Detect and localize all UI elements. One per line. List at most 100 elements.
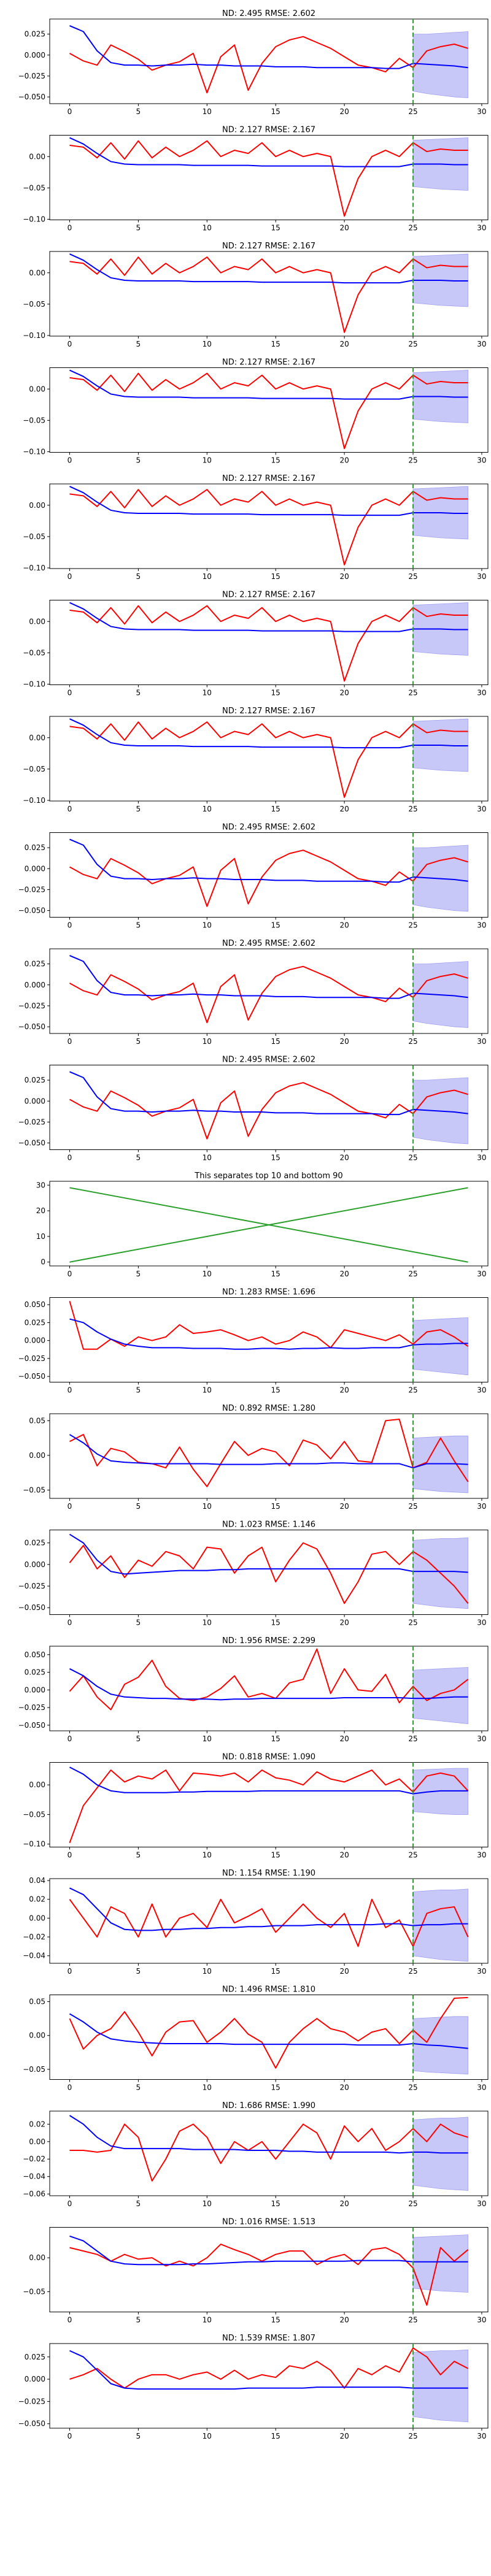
target-series-line [69,489,468,565]
prediction-interval-band [412,2234,468,2293]
subplot: ND: 2.495 RMSE: 2.602 0 5 10 15 20 25 30 −0.050 −… [18,1056,489,1162]
x-tick-label: 0 [68,1386,72,1395]
x-tick-label: 30 [477,2199,486,2208]
y-tick-label: −0.050 [18,1139,45,1148]
x-tick-label: 0 [68,2316,72,2325]
y-tick-label: −0.05 [23,183,45,192]
x-tick-label: 25 [408,340,417,348]
subplot-title: ND: 2.127 RMSE: 2.167 [222,242,315,251]
x-tick-label: 0 [68,224,72,232]
forecast-series-line [69,253,468,284]
subplot-title: ND: 2.127 RMSE: 2.167 [222,358,315,367]
x-tick-label: 5 [136,224,141,232]
subplot: ND: 1.283 RMSE: 1.696 0 5 10 15 20 25 30 −0.050 −… [18,1288,489,1395]
x-tick-label: 20 [339,2199,349,2208]
subplot: ND: 2.495 RMSE: 2.602 0 5 10 15 20 25 30 −0.050 −… [18,823,489,930]
x-tick-label: 30 [477,1270,486,1278]
x-tick-label: 25 [408,1154,417,1162]
x-tick-label: 30 [477,2083,486,2092]
forecast-series-line [69,718,468,749]
subplot-title: ND: 1.496 RMSE: 1.810 [222,1985,315,1995]
x-tick-label: 10 [203,224,212,232]
x-tick-label: 15 [271,805,280,813]
x-tick-label: 0 [68,456,72,465]
x-tick-label: 30 [477,224,486,232]
forecast-series-line [69,2013,468,2049]
y-tick-label: 0.050 [25,1300,45,1309]
forecast-series-line [69,2350,468,2390]
forecast-series-line [69,2115,468,2154]
x-tick-label: 25 [408,1619,417,1627]
y-tick-label: 0.04 [29,1876,45,1885]
y-tick-label: −0.10 [23,796,45,805]
target-series-line [69,1996,468,2069]
y-tick-label: −0.02 [23,1933,45,1941]
y-tick-label: −0.05 [23,1485,45,1494]
x-tick-label: 15 [271,224,280,232]
x-tick-label: 25 [408,1502,417,1511]
x-tick-label: 0 [68,1270,72,1278]
x-tick-label: 0 [68,2199,72,2208]
subplot: ND: 2.127 RMSE: 2.167 0 5 10 15 20 25 30 −0.10 −0… [23,358,489,465]
y-tick-label: 0.05 [29,1416,45,1425]
subplot-title: ND: 1.154 RMSE: 1.190 [222,1869,315,1878]
y-tick-label: −0.050 [18,1721,45,1730]
y-tick-label: 0.025 [25,960,45,968]
x-tick-label: 15 [271,1851,280,1860]
x-tick-label: 15 [271,1154,280,1162]
target-series-line [69,1769,469,1844]
y-tick-label: 0.025 [25,1076,45,1084]
prediction-interval-band [412,1317,468,1376]
y-tick-label: −0.05 [23,2287,45,2296]
y-tick-label: −0.05 [23,416,45,424]
y-tick-label: −0.025 [18,1703,45,1712]
y-tick-label: −0.025 [18,2397,45,2405]
x-tick-label: 20 [339,1154,349,1162]
x-tick-label: 0 [68,921,72,930]
y-tick-label: −0.10 [23,680,45,688]
y-tick-label: −0.050 [18,2420,45,2428]
x-tick-label: 30 [477,1619,486,1627]
y-tick-label: −0.10 [23,215,45,223]
x-tick-label: 15 [271,572,280,581]
subplot: ND: 2.127 RMSE: 2.167 0 5 10 15 20 25 30 −0.10 −0… [23,474,489,581]
y-tick-label: 0.000 [25,1336,45,1345]
y-tick-label: 0.00 [29,269,45,277]
x-tick-label: 30 [477,1502,486,1511]
x-tick-label: 15 [271,2199,280,2208]
y-tick-label: 0.000 [25,1097,45,1105]
subplot: This separates top 10 and bottom 90 0 5 10 1… [36,1171,489,1278]
target-series-line [69,849,468,907]
x-tick-label: 30 [477,340,486,348]
x-tick-label: 25 [408,1386,417,1395]
x-tick-label: 30 [477,2316,486,2325]
x-tick-label: 10 [203,689,212,697]
x-tick-label: 30 [477,107,486,116]
y-tick-label: 30 [36,1181,45,1189]
y-tick-label: 20 [36,1206,45,1215]
x-tick-label: 15 [271,456,280,465]
x-tick-label: 25 [408,572,417,581]
subplot-title: ND: 2.127 RMSE: 2.167 [222,474,315,483]
y-tick-label: 0.050 [25,1650,45,1659]
y-tick-label: −0.05 [23,765,45,773]
y-tick-label: 0.000 [25,864,45,873]
y-tick-label: 0.000 [25,51,45,59]
x-tick-label: 15 [271,921,280,930]
forecast-series-line [69,1766,468,1795]
y-tick-label: −0.025 [18,885,45,894]
x-tick-label: 5 [136,2432,141,2440]
x-tick-label: 5 [136,456,141,465]
subplot-title: ND: 2.127 RMSE: 2.167 [222,707,315,716]
x-tick-label: 15 [271,1270,280,1278]
x-tick-label: 5 [136,107,141,116]
y-tick-label: −0.10 [23,564,45,572]
x-tick-label: 5 [136,1270,141,1278]
y-tick-label: 0.000 [25,1685,45,1694]
x-tick-label: 10 [203,2199,212,2208]
x-tick-label: 0 [68,572,72,581]
x-tick-label: 25 [408,1037,417,1046]
forecast-series-line [69,25,468,69]
x-tick-label: 30 [477,2432,486,2440]
prediction-interval-band [412,2349,468,2423]
